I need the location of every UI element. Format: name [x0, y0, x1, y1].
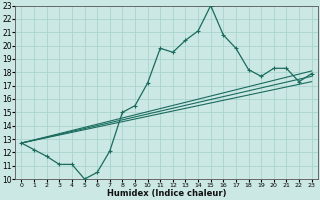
- X-axis label: Humidex (Indice chaleur): Humidex (Indice chaleur): [107, 189, 226, 198]
